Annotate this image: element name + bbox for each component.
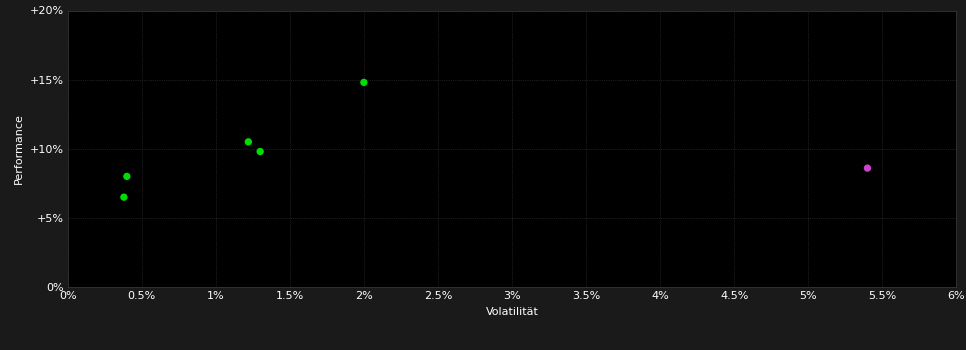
Point: [356, 79, 372, 85]
Point: [252, 149, 268, 154]
Point: [241, 139, 256, 145]
Point: [119, 174, 134, 179]
Point: [860, 165, 875, 171]
X-axis label: Volatilität: Volatilität: [486, 307, 538, 317]
Point: [116, 194, 131, 200]
Y-axis label: Performance: Performance: [14, 113, 24, 184]
